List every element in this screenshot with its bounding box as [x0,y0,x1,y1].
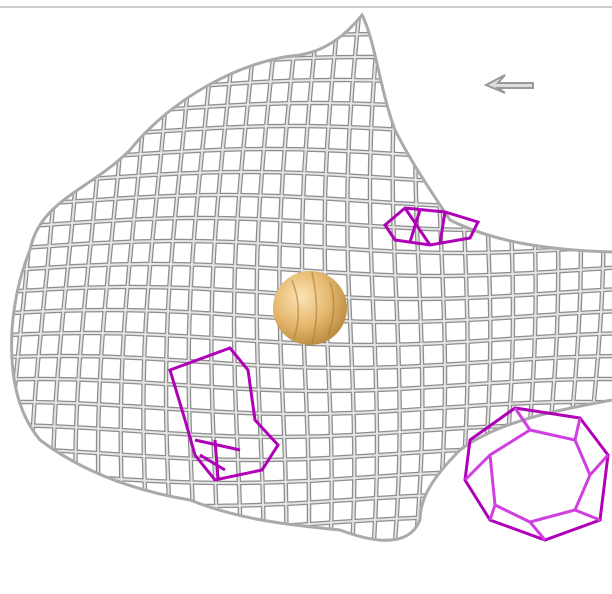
mesh-strand [73,15,106,541]
mesh-strand [74,15,105,541]
mesh-strand [11,491,612,509]
magenta-mesh [168,206,610,542]
mesh-strand [50,15,83,541]
mesh-strand [210,15,238,541]
fragment [483,74,534,94]
mesh-strand [11,32,612,47]
mesh-strand [431,15,446,541]
mesh-strand [95,15,129,541]
ion-shading [291,271,335,345]
mesh-strand [450,15,470,541]
mesh-strand [187,15,216,541]
mesh-strand [11,15,14,541]
mesh-strand [369,15,382,541]
mesh-strand [346,15,362,541]
mesh-strand [11,539,612,541]
magenta-cage [168,346,280,482]
metal-ion [273,271,347,345]
mesh-strand [231,15,260,541]
mesh-strand [29,15,59,541]
mesh-strand [97,15,127,541]
mesh-strand [11,263,612,277]
mesh-strand [470,15,493,541]
mesh-strand [118,15,151,541]
magenta-cage [463,407,610,541]
mesh-strand [11,240,612,254]
mesh-strand [255,15,280,541]
mesh-outline [10,12,612,542]
mesh-strand [11,100,612,118]
mesh-strand [11,470,612,484]
mesh-strand [11,15,37,541]
mesh-strand [11,537,612,541]
mesh-strand [11,194,612,208]
magenta-cage [383,206,481,247]
mesh-strand [11,56,612,70]
mesh-strand [11,15,15,541]
mesh-strand [11,31,612,49]
mesh-strand [232,15,259,541]
mesh-strand [11,15,38,541]
mesh-strand [409,15,425,541]
